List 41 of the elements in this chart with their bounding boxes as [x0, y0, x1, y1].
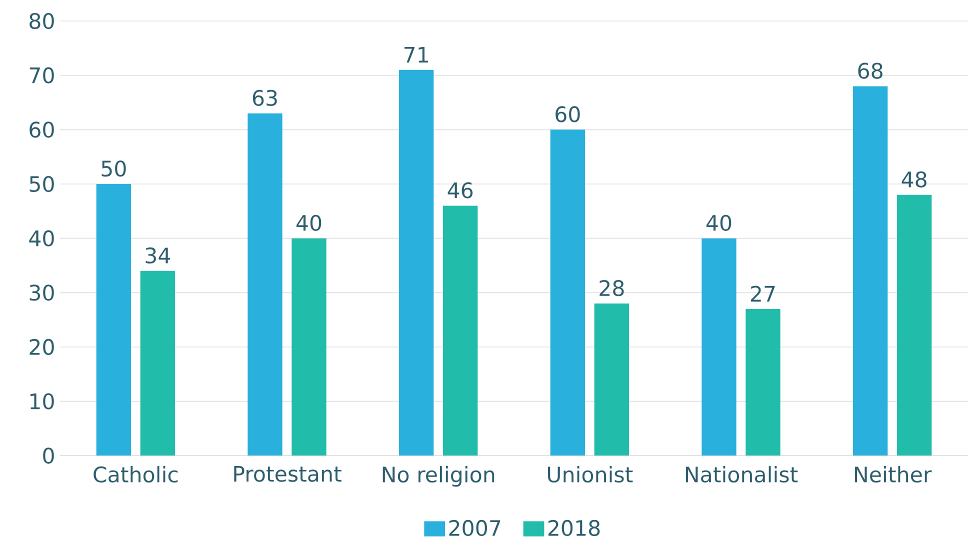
data-label: 50: [102, 160, 126, 177]
data-label: 27: [750, 286, 775, 302]
data-label: 40: [706, 214, 732, 231]
y-tick-label: 50: [30, 176, 54, 192]
data-label: 48: [902, 171, 926, 188]
bar: [140, 270, 176, 456]
x-tick-label: Catholic: [94, 466, 178, 483]
x-tick-label: Unionist: [548, 466, 633, 483]
y-tick-label: 40: [29, 230, 54, 246]
x-tick-label: No religion: [382, 466, 494, 487]
data-label: 60: [556, 106, 580, 122]
bar: [550, 130, 585, 456]
legend-label: 2018: [548, 520, 600, 536]
data-label: 71: [404, 46, 428, 63]
data-label: 28: [600, 280, 624, 296]
bar: [96, 184, 132, 456]
bar: [443, 206, 478, 456]
x-tick-label: Protestant: [234, 466, 342, 482]
y-tick-label: 10: [30, 393, 54, 410]
data-label: 34: [146, 247, 170, 264]
y-tick-label: 0: [43, 448, 54, 464]
data-label: 68: [858, 62, 882, 79]
y-tick-label: 70: [30, 67, 54, 84]
bar: [852, 86, 888, 456]
bar: [594, 304, 629, 456]
bar: [746, 308, 780, 456]
data-label: 46: [448, 182, 473, 198]
y-tick-label: 20: [30, 338, 54, 356]
x-tick-label: Nationalist: [686, 466, 798, 483]
data-label: 63: [252, 90, 277, 106]
x-tick-label: Neither: [855, 466, 932, 483]
legend-label: 2007: [449, 520, 500, 536]
bar: [248, 113, 282, 456]
bar: [896, 194, 932, 456]
y-tick-label: 80: [30, 12, 54, 30]
y-tick-label: 60: [30, 122, 54, 138]
y-tick-label: 30: [30, 284, 54, 301]
bar: [702, 238, 736, 456]
data-label: 40: [296, 214, 322, 231]
bar: [399, 70, 434, 456]
bar: [292, 238, 326, 456]
